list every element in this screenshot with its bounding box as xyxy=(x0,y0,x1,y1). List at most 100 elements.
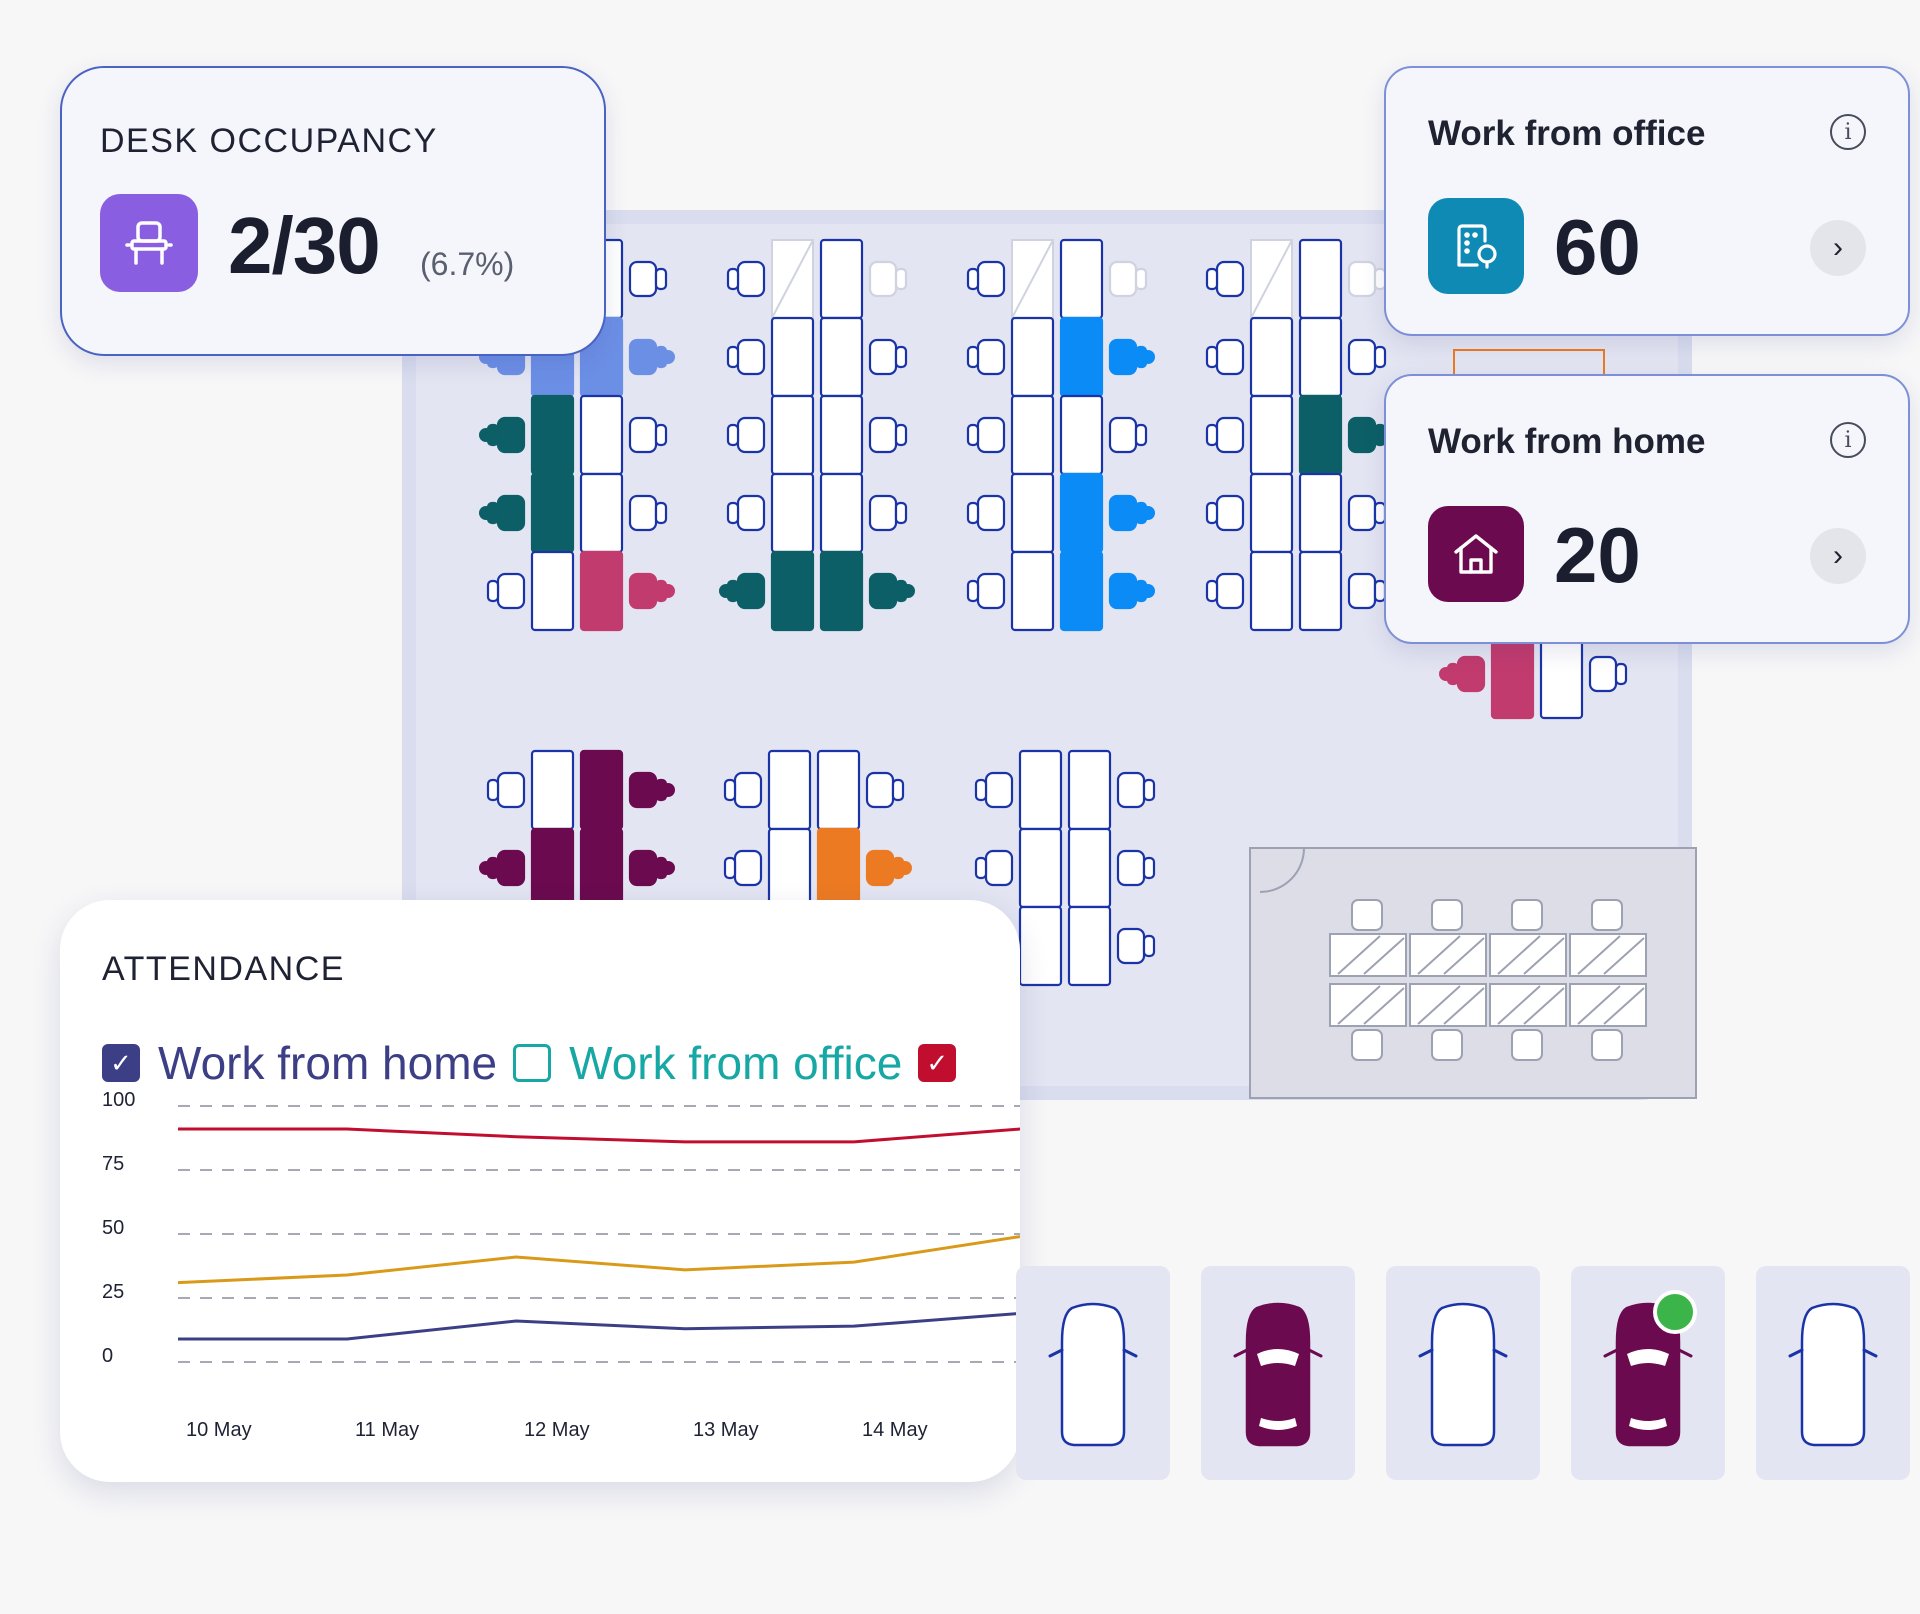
work-from-home-value: 20 xyxy=(1554,511,1641,599)
chair-icon xyxy=(726,494,766,532)
chair-icon xyxy=(479,849,526,887)
chair-icon xyxy=(1108,260,1148,298)
chair-icon xyxy=(865,849,912,887)
chair-icon xyxy=(974,771,1014,809)
desk xyxy=(1067,749,1112,831)
x-tick-label: 13 May xyxy=(693,1419,759,1441)
chair-icon xyxy=(1108,572,1155,610)
desk xyxy=(816,827,861,909)
parking-slot[interactable] xyxy=(1386,1266,1540,1480)
x-tick-label: 12 May xyxy=(524,1419,590,1441)
chair-icon xyxy=(1347,416,1394,454)
x-tick-label: 14 May xyxy=(862,1419,928,1441)
desk xyxy=(579,827,624,909)
chair-icon xyxy=(479,494,526,532)
chair-icon xyxy=(628,849,675,887)
parking-slot[interactable] xyxy=(1571,1266,1725,1480)
desk xyxy=(819,316,864,398)
desk xyxy=(770,316,815,398)
desk xyxy=(1249,316,1294,398)
desk-occupancy-value: 2/30 xyxy=(228,201,381,290)
y-tick-label: 0 xyxy=(102,1345,113,1367)
desk xyxy=(1018,827,1063,909)
y-tick-label: 25 xyxy=(102,1281,124,1303)
chair-icon xyxy=(1439,655,1486,693)
y-tick-label: 75 xyxy=(102,1153,124,1175)
work-from-home-card[interactable]: Work from home i 20 › xyxy=(1384,374,1910,644)
chevron-right-icon[interactable]: › xyxy=(1810,220,1866,276)
chair-icon xyxy=(1108,494,1155,532)
work-from-office-card[interactable]: Work from office i 60 › xyxy=(1384,66,1910,336)
parking-slot[interactable] xyxy=(1016,1266,1170,1480)
chair-icon xyxy=(1205,260,1245,298)
chair-icon xyxy=(628,572,675,610)
desk xyxy=(1059,394,1104,476)
legend-item-work-from-home[interactable]: ✓ Work from home xyxy=(102,1036,497,1090)
chair-icon xyxy=(628,338,675,376)
chair-icon xyxy=(868,416,908,454)
chair-icon xyxy=(1347,572,1387,610)
desk xyxy=(819,550,864,632)
attendance-title: ATTENDANCE xyxy=(102,950,345,988)
chair-icon xyxy=(719,572,766,610)
parking-slot[interactable] xyxy=(1756,1266,1910,1480)
desk xyxy=(1298,550,1343,632)
desk xyxy=(1249,472,1294,554)
checkbox-checked-icon[interactable]: ✓ xyxy=(102,1044,140,1082)
desk xyxy=(770,550,815,632)
y-tick-label: 100 xyxy=(102,1089,135,1111)
chair-icon xyxy=(865,771,905,809)
desk xyxy=(530,472,575,554)
desk xyxy=(1018,905,1063,987)
desk xyxy=(1010,394,1055,476)
chair-icon xyxy=(1116,927,1156,965)
legend-item-work-from-office[interactable]: Work from office xyxy=(513,1036,902,1090)
chair-icon xyxy=(1347,494,1387,532)
chair-icon xyxy=(723,771,763,809)
chair-icon xyxy=(966,260,1006,298)
desk xyxy=(530,394,575,476)
chair-icon xyxy=(1108,338,1155,376)
chair-icon xyxy=(726,338,766,376)
checkbox-checked-icon[interactable]: ✓ xyxy=(918,1044,957,1082)
desk xyxy=(579,749,624,831)
desk xyxy=(770,472,815,554)
parking-slot[interactable] xyxy=(1201,1266,1355,1480)
chair-icon xyxy=(723,849,763,887)
chevron-right-icon[interactable]: › xyxy=(1810,528,1866,584)
car-icon xyxy=(1603,1302,1693,1447)
chair-icon xyxy=(1116,771,1156,809)
desk xyxy=(530,749,575,831)
desk xyxy=(819,472,864,554)
desk xyxy=(579,472,624,554)
desk xyxy=(1490,638,1535,720)
x-tick-label: 10 May xyxy=(186,1419,252,1441)
chair-icon xyxy=(966,416,1006,454)
legend-label: Work from office xyxy=(569,1037,903,1089)
chair-icon xyxy=(1205,416,1245,454)
desk xyxy=(819,394,864,476)
chair-icon xyxy=(868,572,915,610)
desk xyxy=(1010,550,1055,632)
chair-icon xyxy=(1347,338,1387,376)
car-icon xyxy=(1233,1302,1323,1447)
chair-icon xyxy=(479,416,526,454)
desk-occupancy-percent: (6.7%) xyxy=(420,246,515,282)
desk xyxy=(1059,472,1104,554)
info-icon[interactable]: i xyxy=(1830,422,1866,458)
desk-unavailable xyxy=(1011,239,1054,319)
desk xyxy=(1067,827,1112,909)
chair-icon xyxy=(868,260,908,298)
desk-occupancy-card: DESK OCCUPANCY 2/30 (6.7%) xyxy=(60,66,606,356)
chair-icon xyxy=(868,494,908,532)
info-icon[interactable]: i xyxy=(1830,114,1866,150)
meeting-room xyxy=(1249,847,1697,1099)
chair-icon xyxy=(966,494,1006,532)
desk xyxy=(579,550,624,632)
work-from-office-title: Work from office xyxy=(1428,114,1706,153)
chair-icon xyxy=(486,771,526,809)
legend-item-third[interactable]: ✓ xyxy=(918,1044,974,1082)
work-from-office-value: 60 xyxy=(1554,203,1641,291)
desk-unavailable xyxy=(1250,239,1293,319)
checkbox-unchecked-icon[interactable] xyxy=(513,1044,552,1082)
